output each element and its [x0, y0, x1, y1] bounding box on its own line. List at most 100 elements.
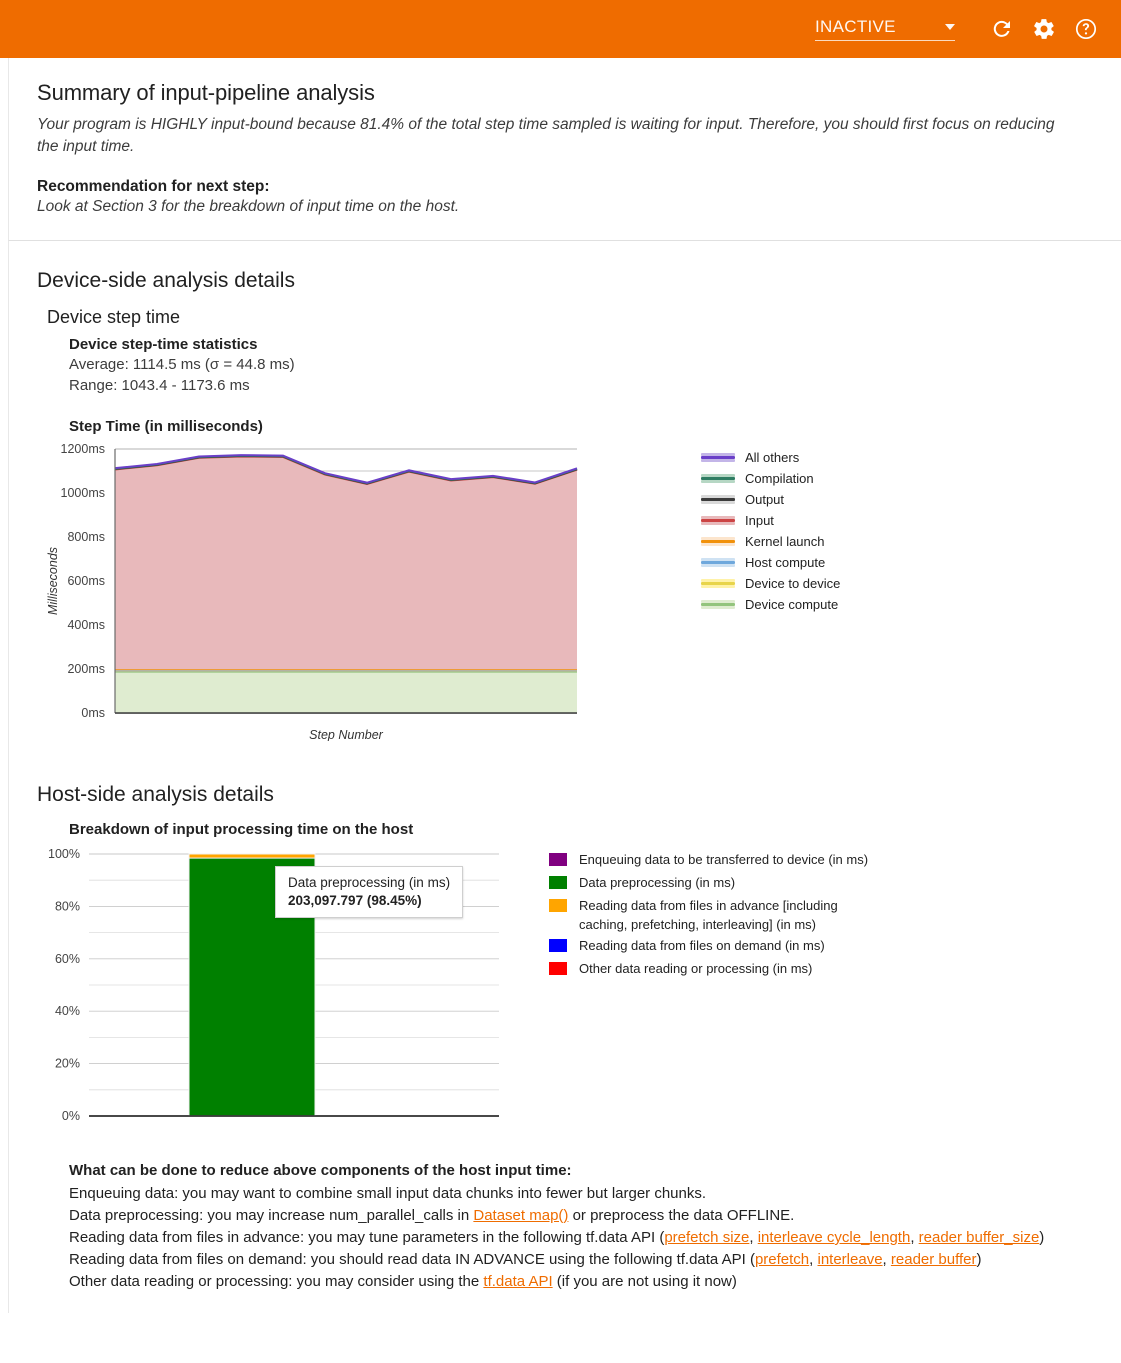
legend-label: Reading data from files in advance [incl… — [579, 898, 838, 932]
legend-label: Enqueuing data to be transferred to devi… — [579, 852, 869, 867]
legend-color-line — [701, 603, 735, 606]
svg-text:800ms: 800ms — [67, 530, 105, 544]
host-chart-legend: Enqueuing data to be transferred to devi… — [549, 844, 879, 982]
legend-item-kernel-launch[interactable]: Kernel launch — [701, 531, 840, 552]
advice-line5-post: (if you are not using it now) — [552, 1273, 737, 1290]
svg-text:40%: 40% — [55, 1004, 80, 1018]
advice-line4-sep2: , — [882, 1251, 891, 1268]
advice-line4-sep1: , — [809, 1251, 818, 1268]
svg-text:Milliseconds: Milliseconds — [46, 547, 60, 615]
svg-text:Step Number: Step Number — [309, 728, 383, 741]
dataset-map-link[interactable]: Dataset map() — [473, 1207, 569, 1224]
legend-label: Data preprocessing (in ms) — [579, 875, 736, 890]
step-time-chart[interactable]: 0ms 200ms 400ms 600ms 800ms 1000ms 1200ms Step … — [37, 441, 697, 742]
host-legend-item-enqueuing-data-to-be-transferred-to-devi[interactable]: Enqueuing data to be transferred to devi… — [549, 850, 879, 871]
legend-label: Kernel launch — [745, 534, 825, 549]
advice-line1-text: Enqueuing data: you may want to combine … — [69, 1185, 707, 1202]
device-step-time-statistics: Device step-time statistics Average: 111… — [69, 336, 1093, 396]
summary-section: Summary of input-pipeline analysis Your … — [8, 58, 1121, 241]
chart-tooltip: Data preprocessing (in ms) 203,097.797 (… — [275, 866, 464, 918]
legend-color-line — [701, 477, 735, 480]
advice-line3-post: ) — [1039, 1229, 1045, 1246]
host-breakdown-chart[interactable]: 0% 20% 40% 60% 80% 100% Data preprocessing (i… — [37, 844, 549, 1144]
legend-item-input[interactable]: Input — [701, 510, 840, 531]
svg-text:600ms: 600ms — [67, 574, 105, 588]
legend-item-output[interactable]: Output — [701, 489, 840, 510]
advice-header: What can be done to reduce above compone… — [69, 1162, 572, 1179]
svg-text:1200ms: 1200ms — [61, 442, 105, 456]
tooltip-value: 203,097.797 (98.45%) — [288, 893, 422, 908]
advice-line-read-demand: Reading data from files on demand: you s… — [69, 1249, 1093, 1271]
recommendation-body: Look at Section 3 for the breakdown of i… — [37, 198, 460, 215]
summary-title: Summary of input-pipeline analysis — [37, 80, 375, 105]
reader-buffer-link[interactable]: reader buffer — [890, 1251, 977, 1268]
svg-text:60%: 60% — [55, 952, 80, 966]
legend-color-line — [701, 582, 735, 585]
legend-color-swatch — [549, 962, 567, 975]
advice-line-preprocessing: Data preprocessing: you may increase num… — [69, 1205, 1093, 1227]
legend-item-host-compute[interactable]: Host compute — [701, 552, 840, 573]
svg-text:200ms: 200ms — [67, 662, 105, 676]
legend-label: Other data reading or processing (in ms) — [579, 961, 813, 976]
advice-line-read-advance: Reading data from files in advance: you … — [69, 1227, 1093, 1249]
prefetch-link[interactable]: prefetch — [754, 1251, 810, 1268]
run-status-value: INACTIVE — [815, 17, 896, 36]
host-advice-block: What can be done to reduce above compone… — [69, 1160, 1093, 1313]
stats-range: Range: 1043.4 - 1173.6 ms — [69, 377, 250, 394]
legend-color-swatch — [549, 853, 567, 866]
host-legend-item-other-data-reading-or-processing-in-ms-[interactable]: Other data reading or processing (in ms) — [549, 959, 879, 980]
refresh-icon[interactable] — [985, 12, 1019, 46]
svg-text:20%: 20% — [55, 1057, 80, 1071]
advice-line4-pre: Reading data from files on demand: you s… — [69, 1251, 755, 1268]
legend-label: Compilation — [745, 471, 814, 486]
legend-label: All others — [745, 450, 800, 465]
legend-color-line — [701, 498, 735, 501]
legend-label: Device compute — [745, 597, 839, 612]
svg-text:100%: 100% — [48, 847, 80, 861]
legend-color-line — [701, 561, 735, 564]
device-side-heading: Device-side analysis details — [37, 269, 295, 292]
advice-line5-pre: Other data reading or processing: you ma… — [69, 1273, 484, 1290]
legend-color-line — [701, 519, 735, 522]
host-legend-item-data-preprocessing-in-ms-[interactable]: Data preprocessing (in ms) — [549, 873, 879, 894]
settings-gear-icon[interactable] — [1027, 12, 1061, 46]
chevron-down-icon — [945, 24, 955, 30]
interleave-link[interactable]: interleave — [817, 1251, 883, 1268]
advice-line2-post: or preprocess the data OFFLINE. — [568, 1207, 795, 1224]
legend-label: Device to device — [745, 576, 841, 591]
legend-item-compilation[interactable]: Compilation — [701, 468, 840, 489]
tfdata-api-link[interactable]: tf.data API — [483, 1273, 553, 1290]
device-side-section: Device-side analysis details Device step… — [8, 241, 1121, 742]
advice-line-enqueuing: Enqueuing data: you may want to combine … — [69, 1183, 1093, 1205]
host-chart-row: 0% 20% 40% 60% 80% 100% Data preprocessing (i… — [37, 844, 1093, 1144]
legend-color-line — [701, 540, 735, 543]
svg-text:80%: 80% — [55, 899, 80, 913]
tooltip-label: Data preprocessing (in ms) — [288, 875, 451, 890]
legend-label: Host compute — [745, 555, 826, 570]
host-side-section: Host-side analysis details Breakdown of … — [8, 741, 1121, 1313]
host-side-heading: Host-side analysis details — [37, 783, 274, 806]
advice-line-other: Other data reading or processing: you ma… — [69, 1271, 1093, 1293]
host-chart-title: Breakdown of input processing time on th… — [69, 821, 414, 838]
step-time-legend: All others Compilation Output Input Kernel l… — [701, 441, 840, 615]
legend-item-all-others[interactable]: All others — [701, 447, 840, 468]
help-circle-icon[interactable] — [1069, 12, 1103, 46]
svg-text:400ms: 400ms — [67, 618, 105, 632]
host-legend-item-reading-data-from-files-in-advance-inclu[interactable]: Reading data from files in advance [incl… — [549, 896, 879, 934]
advice-line3-sep1: , — [749, 1229, 758, 1246]
interleave-cycle-length-link[interactable]: interleave cycle_length — [757, 1229, 911, 1246]
page-content: Summary of input-pipeline analysis Your … — [0, 58, 1121, 1313]
legend-color-line — [701, 456, 735, 459]
legend-item-device-compute[interactable]: Device compute — [701, 594, 840, 615]
app-toolbar: INACTIVE — [0, 0, 1121, 58]
device-step-time-subheading: Device step time — [47, 307, 181, 327]
run-status-dropdown[interactable]: INACTIVE — [815, 17, 955, 41]
advice-line3-pre: Reading data from files in advance: you … — [69, 1229, 665, 1246]
stats-average: Average: 1114.5 ms (σ = 44.8 ms) — [69, 356, 295, 373]
host-legend-item-reading-data-from-files-on-demand-in-ms-[interactable]: Reading data from files on demand (in ms… — [549, 936, 879, 957]
legend-color-swatch — [549, 899, 567, 912]
reader-buffer-size-link[interactable]: reader buffer_size — [918, 1229, 1040, 1246]
prefetch-size-link[interactable]: prefetch size — [664, 1229, 750, 1246]
legend-item-device-to-device[interactable]: Device to device — [701, 573, 840, 594]
svg-text:0ms: 0ms — [81, 706, 105, 720]
